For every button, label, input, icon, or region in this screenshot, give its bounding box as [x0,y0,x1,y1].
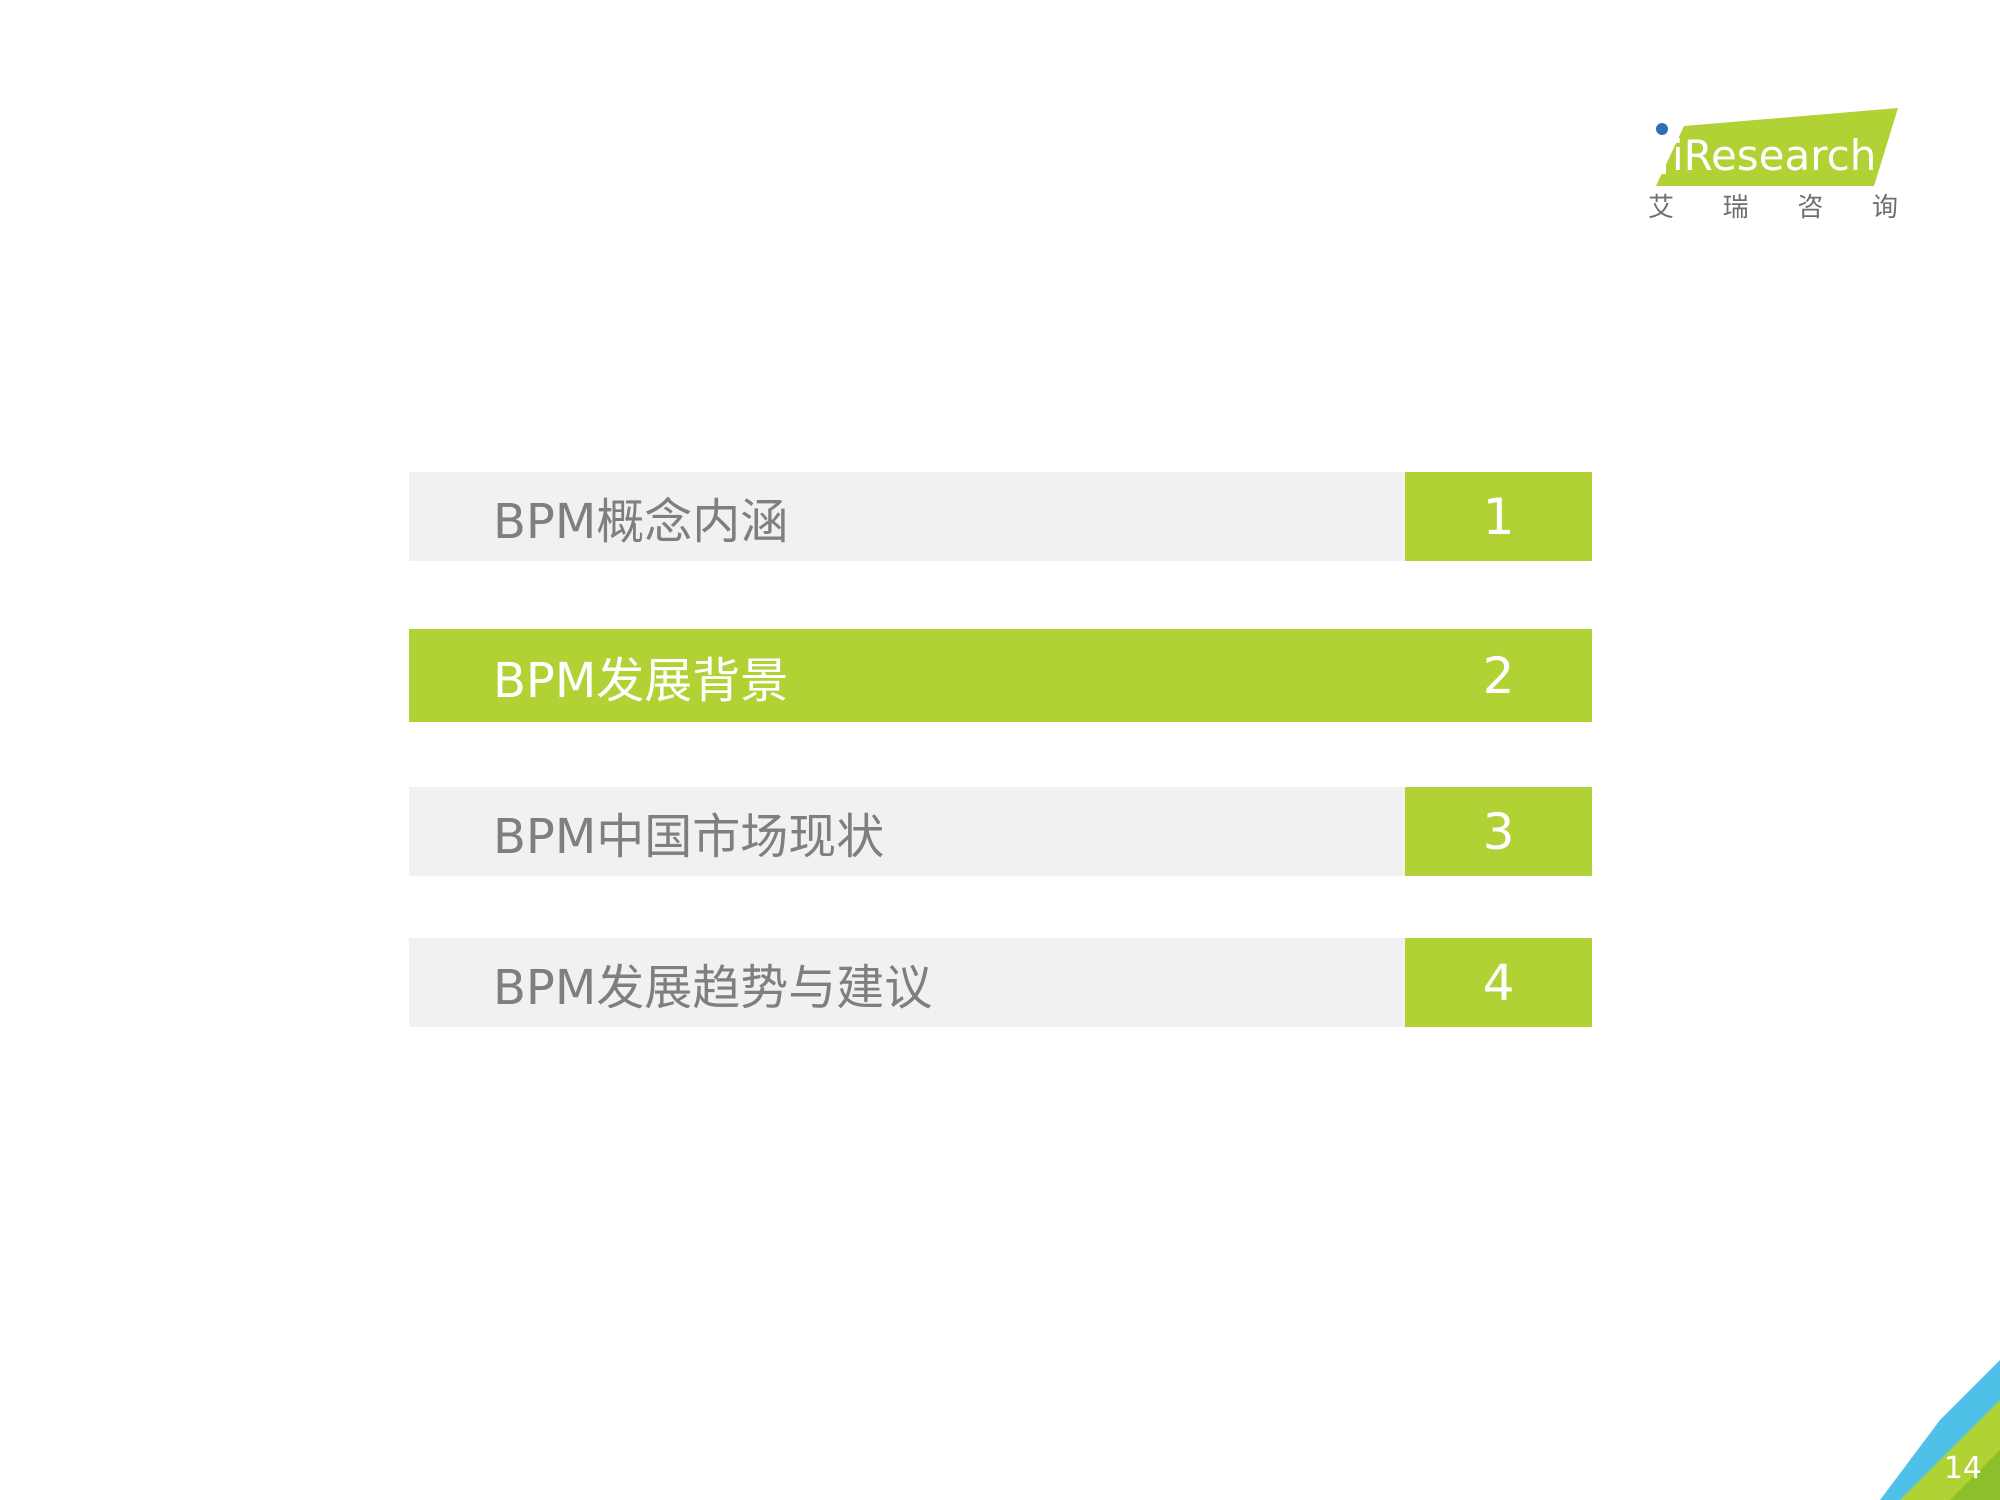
agenda-item-number: 3 [1405,787,1592,876]
agenda-item-4[interactable]: BPM发展趋势与建议 4 [409,938,1592,1027]
agenda-item-1[interactable]: BPM概念内涵 1 [409,472,1592,561]
agenda-item-number: 2 [1405,629,1592,722]
agenda-item-label: BPM概念内涵 [493,493,789,550]
agenda-item-label: BPM发展背景 [493,652,789,709]
logo-cn-char: 询 [1871,193,1898,223]
agenda-item-number: 1 [1405,472,1592,561]
logo-cn-char: 瑞 [1722,193,1749,223]
agenda-item-label: BPM中国市场现状 [493,808,885,865]
logo-badge: iResearch [1656,108,1898,186]
corner-decoration [1880,1360,2000,1500]
logo-chinese-name: 艾 瑞 咨 询 [1648,192,1898,224]
iresearch-logo: iResearch 艾 瑞 咨 询 [1648,104,1908,234]
agenda-item-label: BPM发展趋势与建议 [493,959,933,1016]
agenda-item-2[interactable]: BPM发展背景 2 [409,629,1592,722]
logo-cn-char: 咨 [1797,193,1824,223]
logo-cn-char: 艾 [1648,193,1675,223]
agenda-item-3[interactable]: BPM中国市场现状 3 [409,787,1592,876]
logo-text: iResearch [1672,131,1876,180]
agenda-item-number: 4 [1405,938,1592,1027]
page-number: 14 [1943,1451,1982,1486]
